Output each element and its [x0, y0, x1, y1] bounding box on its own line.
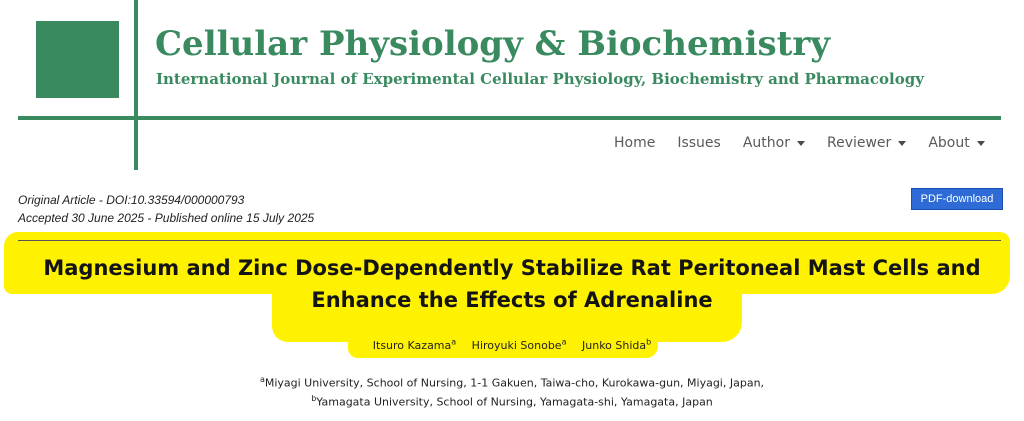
pdf-download-button[interactable]: PDF-download — [911, 188, 1003, 210]
article-divider — [18, 240, 1001, 241]
nav-reviewer-label: Reviewer — [826, 135, 892, 151]
caret-down-icon — [976, 140, 985, 146]
affiliation: aMiyagi University, School of Nursing, 1… — [0, 372, 1024, 392]
author-name: Junko Shida — [582, 338, 647, 352]
article-title-line-2: Enhance the Effects of Adrenaline — [311, 288, 713, 312]
nav-about-label: About — [928, 135, 970, 151]
journal-subtitle: International Journal of Experimental Ce… — [156, 70, 924, 88]
main-nav: Home Issues Author Reviewer About — [603, 132, 996, 154]
caret-down-icon — [898, 140, 907, 146]
affiliation-text: Miyagi University, School of Nursing, 1-… — [264, 376, 765, 390]
affiliation-mark: a — [259, 375, 265, 384]
nav-author[interactable]: Author — [732, 132, 816, 154]
author-affiliation-mark: b — [646, 337, 652, 346]
nav-about[interactable]: About — [917, 132, 995, 154]
article-title: Magnesium and Zinc Dose-Dependently Stab… — [0, 252, 1024, 316]
article-title-line-1: Magnesium and Zinc Dose-Dependently Stab… — [43, 256, 981, 280]
author-name: Itsuro Kazama — [372, 338, 452, 352]
highlight-mark — [4, 232, 1010, 294]
header-horizontal-rule — [18, 116, 1001, 120]
journal-title[interactable]: Cellular Physiology & Biochemistry — [155, 24, 831, 64]
nav-issues[interactable]: Issues — [666, 132, 732, 154]
nav-home-label: Home — [614, 135, 656, 151]
author-affiliation-mark: a — [561, 337, 567, 346]
header-vertical-rule — [134, 0, 138, 170]
author-name: Hiroyuki Sonobe — [471, 338, 562, 352]
affiliation: bYamagata University, School of Nursing,… — [0, 391, 1024, 411]
author-affiliation-mark: a — [451, 337, 457, 346]
nav-reviewer[interactable]: Reviewer — [816, 132, 917, 154]
highlight-mark — [348, 328, 658, 358]
author: Hiroyuki Sonobea — [471, 337, 567, 352]
affiliation-text: Yamagata University, School of Nursing, … — [316, 395, 713, 409]
nav-issues-label: Issues — [677, 135, 721, 151]
article-dates: Accepted 30 June 2025 - Published online… — [18, 211, 315, 225]
journal-logo[interactable] — [36, 21, 119, 98]
author: Junko Shidab — [582, 337, 652, 352]
author-list: Itsuro Kazamaa Hiroyuki Sonobea Junko Sh… — [0, 334, 1024, 354]
nav-author-label: Author — [742, 135, 790, 151]
affiliation-mark: b — [311, 394, 317, 403]
article-type-doi: Original Article - DOI:10.33594/00000079… — [18, 193, 245, 207]
nav-home[interactable]: Home — [603, 132, 666, 154]
author: Itsuro Kazamaa — [372, 337, 457, 352]
caret-down-icon — [796, 140, 805, 146]
